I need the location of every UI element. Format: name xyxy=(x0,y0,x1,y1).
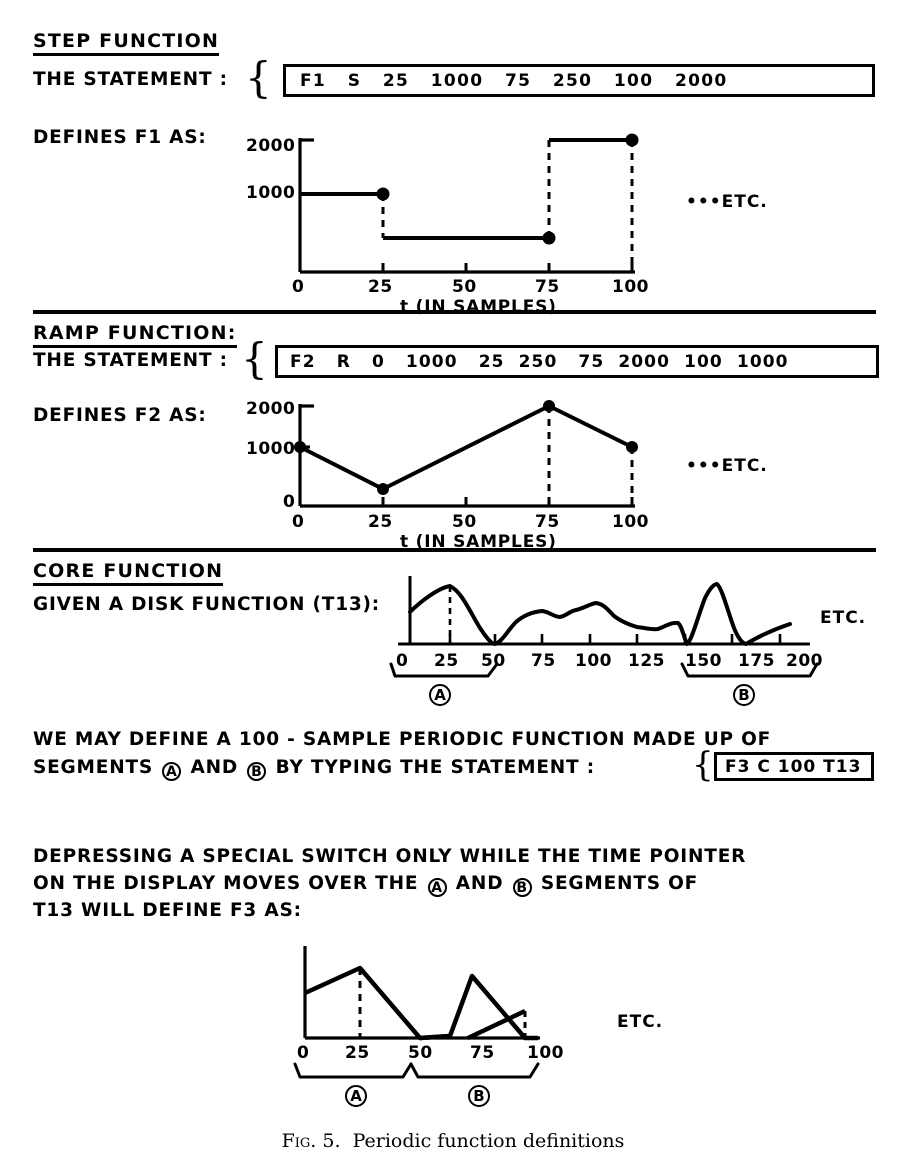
step-etc-annotation: •••ETC. xyxy=(686,192,768,212)
disk-function-label: GIVEN A DISK FUNCTION (T13): xyxy=(33,594,380,615)
step-xtick-25: 25 xyxy=(368,277,393,297)
step-statement-box[interactable]: F1 S 25 1000 75 250 100 2000 xyxy=(283,64,875,97)
ramp-xtick-50: 50 xyxy=(452,512,477,532)
disk-xtick-125: 125 xyxy=(628,651,665,671)
step-statement-prompt: THE STATEMENT : xyxy=(33,69,228,90)
ramp-statement-text: F2 R 0 1000 25 250 75 2000 100 1000 xyxy=(290,351,789,372)
f3-xtick-0: 0 xyxy=(297,1043,310,1063)
core-paragraph-line2-a: SEGMENTS xyxy=(33,757,154,778)
disk-xtick-175: 175 xyxy=(738,651,775,671)
f3-segment-brackets xyxy=(293,1062,540,1079)
core-function-heading: CORE FUNCTION xyxy=(33,560,224,586)
ramp-xaxis-label: t (IN SAMPLES) xyxy=(400,532,557,552)
figure-caption: Fig. 5. Periodic function definitions xyxy=(0,1130,906,1152)
ramp-xtick-100: 100 xyxy=(612,512,649,532)
ramp-chart xyxy=(294,400,638,508)
disk-xtick-0: 0 xyxy=(396,651,409,671)
core-paragraph-line1: WE MAY DEFINE A 100 - SAMPLE PERIODIC FU… xyxy=(33,729,772,750)
step-xtick-50: 50 xyxy=(452,277,477,297)
core-paragraph2-line2-a: ON THE DISPLAY MOVES OVER THE xyxy=(33,873,419,894)
ramp-function-heading: RAMP FUNCTION: xyxy=(33,322,237,348)
segment-a-marker: A xyxy=(162,762,182,781)
segment-a-marker: A xyxy=(427,878,447,897)
step-chart xyxy=(298,133,639,274)
etc-dots-icon: ••• xyxy=(686,192,722,212)
f3-xtick-100: 100 xyxy=(527,1043,564,1063)
disk-xtick-150: 150 xyxy=(685,651,722,671)
disk-segment-b-marker: B xyxy=(733,684,755,706)
ramp-etc-annotation: •••ETC. xyxy=(686,456,768,476)
core-paragraph2-line3: T13 WILL DEFINE F3 AS: xyxy=(33,900,302,921)
core-statement-box[interactable]: F3 C 100 T13 xyxy=(714,752,874,781)
section-divider-2 xyxy=(33,548,876,552)
step-ytick-2000: 2000 xyxy=(246,136,296,156)
step-xtick-100: 100 xyxy=(612,277,649,297)
step-ytick-1000: 1000 xyxy=(246,183,296,203)
figure-caption-label: Fig. 5. xyxy=(281,1130,341,1152)
disk-function-chart xyxy=(398,576,810,646)
disk-xtick-75: 75 xyxy=(531,651,556,671)
step-statement-text: F1 S 25 1000 75 250 100 2000 xyxy=(300,70,728,91)
ramp-xtick-75: 75 xyxy=(535,512,560,532)
core-paragraph2-line2: ON THE DISPLAY MOVES OVER THE A AND B SE… xyxy=(33,873,698,897)
ramp-etc-text: ETC. xyxy=(721,456,768,476)
step-xaxis-label: t (IN SAMPLES) xyxy=(400,297,557,317)
f3-xtick-50: 50 xyxy=(408,1043,433,1063)
ramp-defines-label: DEFINES F2 AS: xyxy=(33,405,207,426)
core-paragraph2-line2-c: SEGMENTS OF xyxy=(540,873,699,894)
disk-xtick-50: 50 xyxy=(481,651,506,671)
segment-b-marker: B xyxy=(512,878,532,897)
ramp-statement-prompt: THE STATEMENT : xyxy=(33,350,228,371)
step-brace-icon: { xyxy=(245,53,272,102)
step-defines-label: DEFINES F1 AS: xyxy=(33,127,207,148)
disk-xtick-100: 100 xyxy=(575,651,612,671)
core-statement-text: F3 C 100 T13 xyxy=(725,756,862,777)
f3-result-chart xyxy=(303,946,540,1041)
ramp-brace-icon: { xyxy=(241,334,268,383)
disk-segment-brackets xyxy=(389,662,819,678)
core-paragraph2-line1: DEPRESSING A SPECIAL SWITCH ONLY WHILE T… xyxy=(33,846,747,867)
core-paragraph-line2: SEGMENTS A AND B BY TYPING THE STATEMENT… xyxy=(33,757,595,781)
ramp-ytick-2000: 2000 xyxy=(246,399,296,419)
disk-segment-a-marker: A xyxy=(429,684,451,706)
f3-xtick-25: 25 xyxy=(345,1043,370,1063)
f3-etc-text: ETC. xyxy=(617,1012,664,1032)
step-xtick-0: 0 xyxy=(292,277,305,297)
disk-etc-text: ETC. xyxy=(820,608,867,628)
disk-xtick-25: 25 xyxy=(434,651,459,671)
f3-segment-a-marker: A xyxy=(345,1085,367,1107)
f3-segment-b-marker: B xyxy=(468,1085,490,1107)
segment-b-marker: B xyxy=(247,762,267,781)
disk-xtick-200: 200 xyxy=(786,651,823,671)
f3-xtick-75: 75 xyxy=(470,1043,495,1063)
core-paragraph-line2-c: BY TYPING THE STATEMENT : xyxy=(275,757,595,778)
ramp-ytick-1000: 1000 xyxy=(246,439,296,459)
core-paragraph2-line2-b: AND xyxy=(455,873,504,894)
etc-dots-icon: ••• xyxy=(686,456,722,476)
ramp-ytick-0: 0 xyxy=(283,492,296,512)
core-brace-icon: { xyxy=(692,745,714,785)
ramp-statement-box[interactable]: F2 R 0 1000 25 250 75 2000 100 1000 xyxy=(275,345,879,378)
figure-caption-text: Periodic function definitions xyxy=(352,1130,625,1152)
step-xtick-75: 75 xyxy=(535,277,560,297)
section-divider-1 xyxy=(33,310,876,314)
step-etc-text: ETC. xyxy=(721,192,768,212)
ramp-xtick-0: 0 xyxy=(292,512,305,532)
ramp-xtick-25: 25 xyxy=(368,512,393,532)
step-function-heading: STEP FUNCTION xyxy=(33,30,220,56)
core-paragraph-line2-b: AND xyxy=(190,757,239,778)
